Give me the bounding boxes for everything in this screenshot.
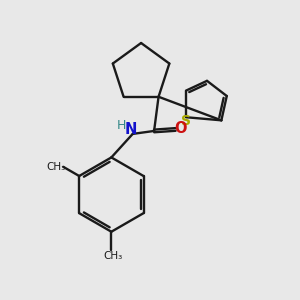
Text: O: O — [174, 122, 187, 136]
Text: H: H — [117, 119, 126, 132]
Text: CH₃: CH₃ — [103, 250, 122, 260]
Text: CH₃: CH₃ — [46, 162, 65, 172]
Text: N: N — [124, 122, 136, 137]
Text: S: S — [181, 114, 191, 128]
